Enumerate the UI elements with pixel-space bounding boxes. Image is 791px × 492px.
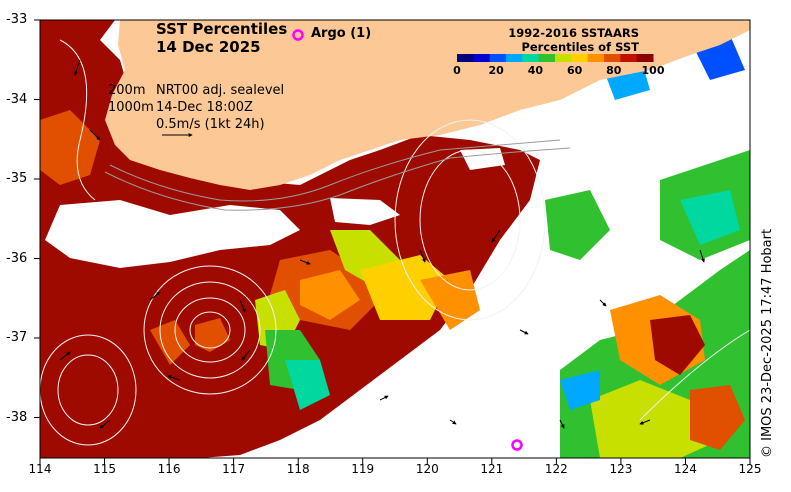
legend-swatch: [457, 54, 474, 62]
longitude-tick-label: 114: [28, 462, 52, 476]
legend-tick-label: 0: [453, 64, 461, 77]
sst-field: [40, 20, 750, 458]
argo-label: Argo (1): [311, 26, 372, 41]
longitude-tick-label: 122: [544, 462, 568, 476]
legend-swatch: [473, 54, 491, 62]
depth-200m-label: 200m: [108, 83, 146, 98]
latitude-tick-label: -38: [6, 409, 28, 425]
legend-tick-label: 20: [488, 64, 504, 77]
plot-frame: [39, 19, 751, 459]
longitude-tick-label: 125: [738, 462, 762, 476]
latitude-tick-label: -37: [6, 330, 28, 345]
datetime-label: 14-Dec 18:00Z: [156, 100, 253, 115]
legend-swatch: [555, 54, 572, 62]
legend-swatch: [571, 54, 589, 62]
argo-legend-marker: [292, 29, 304, 41]
altimetry-label: NRT00 adj. sealevel: [156, 83, 285, 98]
legend-tick-label: 40: [527, 64, 544, 77]
legend-tick-label: 100: [641, 64, 665, 77]
legend-swatch: [489, 54, 507, 62]
latitude-tick-label: -36: [6, 250, 28, 266]
longitude-tick-label: 116: [157, 462, 181, 476]
longitude-tick-label: 119: [351, 462, 375, 476]
argo-float-marker[interactable]: [511, 439, 523, 451]
legend-title-2: Percentiles of SST: [521, 40, 639, 54]
latitude-tick-label: -35: [6, 171, 28, 186]
moderate-patch: [40, 110, 100, 185]
longitude-tick-label: 115: [93, 462, 116, 476]
longitude-tick-label: 123: [609, 462, 633, 476]
longitude-tick-label: 120: [415, 462, 439, 476]
vector-scale-label: 0.5m/s (1kt 24h): [156, 117, 265, 132]
legend-swatch: [620, 54, 638, 62]
isobaths: [104, 139, 571, 211]
longitude-tick-label: 124: [674, 462, 697, 476]
depth-1000m-label: 1000m: [108, 100, 154, 115]
latitude-tick-label: -33: [6, 12, 28, 27]
latitude-tick-label: -34: [6, 91, 28, 107]
cloud-gap: [45, 200, 300, 268]
legend-colorbar: [457, 54, 654, 62]
legend-tick-label: 60: [566, 64, 583, 77]
sea-level-contours: [39, 39, 751, 446]
legend-swatch: [522, 54, 540, 62]
map-title: SST Percentiles: [156, 20, 288, 38]
legend-swatch: [538, 54, 556, 62]
legend-title-1: 1992-2016 SSTAARS: [508, 26, 639, 40]
legend-tick-label: 80: [606, 64, 622, 77]
land-australia: [105, 20, 750, 190]
longitude-tick-label: 118: [286, 462, 310, 476]
longitude-tick-label: 121: [480, 462, 504, 476]
legend-swatch: [636, 54, 654, 62]
current-vectors: [59, 59, 705, 429]
legend-swatch: [604, 54, 621, 62]
legend-swatch: [587, 54, 605, 62]
map-date: 14 Dec 2025: [156, 38, 261, 56]
longitude-tick-label: 117: [222, 462, 246, 476]
legend-swatch: [506, 54, 523, 62]
imos-credit: © IMOS 23-Dec-2025 17:47 Hobart: [760, 228, 775, 458]
axis-ticks: [34, 19, 751, 464]
